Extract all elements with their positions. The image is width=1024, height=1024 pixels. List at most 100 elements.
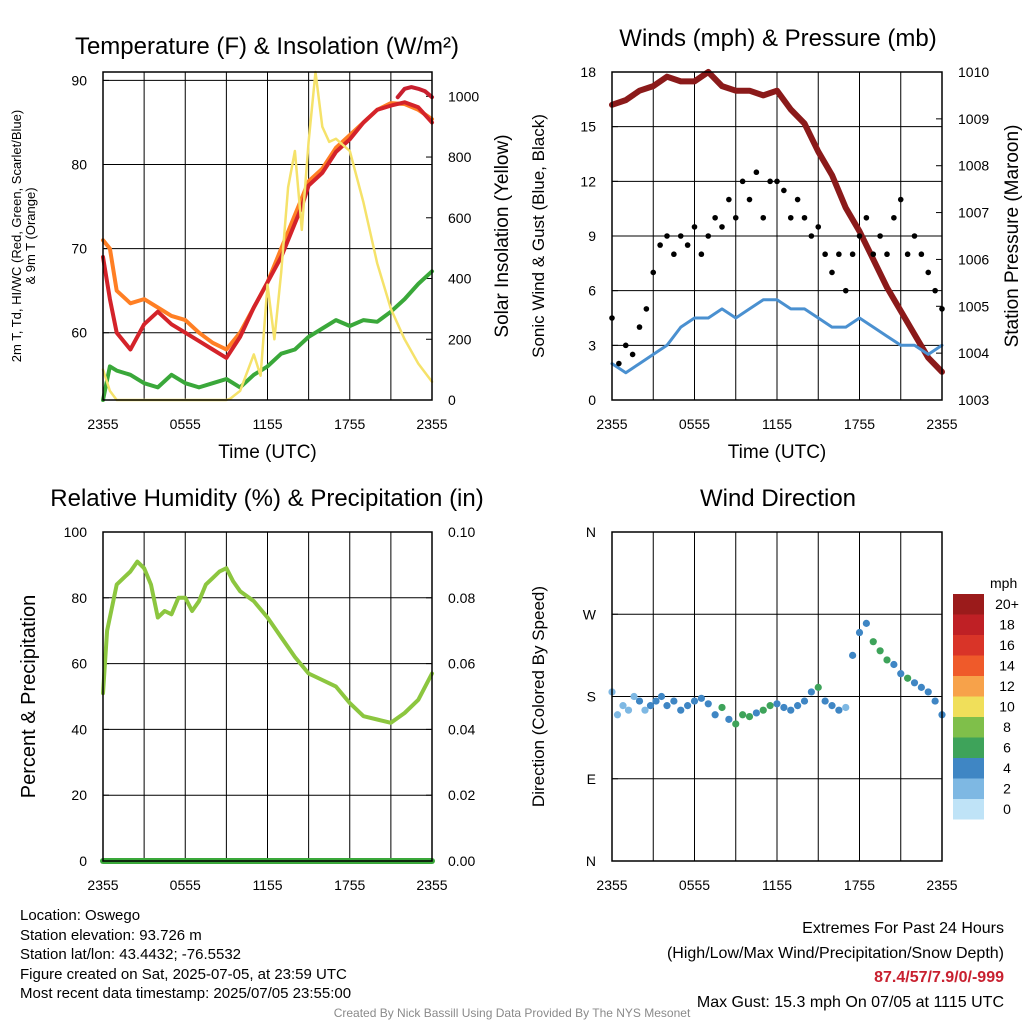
legend-label: 8 <box>1003 719 1011 735</box>
legend-swatch <box>953 594 984 615</box>
direction-point <box>917 683 925 691</box>
y-tick-label-right: 1010 <box>958 64 989 80</box>
y-tick-label-right: 0.04 <box>448 721 475 737</box>
direction-point <box>828 702 836 710</box>
x-tick-label: 1155 <box>252 877 282 893</box>
y-axis-label-right: Station Pressure (Maroon) <box>1002 125 1023 348</box>
y-axis-label-left: Percent & Precipitation <box>18 595 40 798</box>
plot-frame <box>611 531 943 862</box>
elevation-text: Station elevation: 93.726 m <box>20 926 202 944</box>
gust-point <box>677 233 684 239</box>
y-tick-label-left: 9 <box>588 228 596 244</box>
x-tick-label: 1755 <box>334 877 365 893</box>
direction-point <box>630 692 638 701</box>
x-tick-label: 2355 <box>87 877 118 893</box>
y-tick-label-left: 100 <box>64 524 88 540</box>
direction-point <box>641 706 649 714</box>
direction-point <box>718 703 726 712</box>
plot-frame <box>102 531 433 862</box>
x-axis-label: Time (UTC) <box>728 442 827 463</box>
plot-frame <box>102 71 433 401</box>
direction-point <box>855 628 864 637</box>
direction-point <box>677 706 685 714</box>
location-text: Location: Oswego <box>20 907 141 924</box>
gust-point <box>629 351 636 358</box>
legend-label: 4 <box>1003 760 1011 776</box>
x-tick-label: 0555 <box>170 877 201 893</box>
chart-title: Wind Direction <box>700 485 856 512</box>
legend-swatch <box>953 799 984 820</box>
direction-point <box>725 715 733 723</box>
y-tick-label-right: 800 <box>448 149 472 165</box>
y-tick-label-right: 1009 <box>958 111 989 127</box>
legend-title: mph <box>990 575 1017 591</box>
gust-point <box>870 251 877 258</box>
y-tick-label-right: 600 <box>448 210 472 226</box>
y-tick-label-left: 80 <box>71 157 87 173</box>
y-tick-label-left: 18 <box>580 64 596 80</box>
gust-point <box>650 269 657 276</box>
gust-point <box>705 233 712 239</box>
direction-point <box>663 702 671 710</box>
direction-point <box>697 694 705 702</box>
x-tick-label: 1755 <box>844 416 875 432</box>
legend-swatch <box>953 614 984 635</box>
x-tick-label: 2355 <box>926 416 957 432</box>
series-line <box>610 298 944 375</box>
series-line <box>609 69 945 375</box>
x-tick-label: 1155 <box>252 416 282 432</box>
x-tick-label: 2355 <box>596 877 627 893</box>
direction-point <box>897 670 905 678</box>
direction-point <box>684 702 692 710</box>
gust-point <box>897 196 904 203</box>
gust-point <box>664 233 670 239</box>
legend-label: 0 <box>1003 801 1011 817</box>
x-tick-label: 0555 <box>679 416 710 432</box>
y-tick-label-left: 60 <box>71 325 87 341</box>
legend-swatch <box>953 737 984 758</box>
x-tick-label: 1155 <box>762 416 792 432</box>
direction-point <box>619 702 627 710</box>
legend-label: 6 <box>1003 740 1011 756</box>
gust-point <box>884 251 890 258</box>
direction-point <box>869 638 877 646</box>
y-tick-label-right: 1008 <box>958 158 989 174</box>
gust-point <box>863 214 870 221</box>
y-axis-label-left: 2m T, Td, HI/WC (Red, Green, Scarlet/Blu… <box>9 110 24 362</box>
legend-swatch <box>953 758 984 779</box>
y-tick-label-right: 0.06 <box>448 656 475 672</box>
direction-point <box>613 711 622 719</box>
y-tick-label-right: 0 <box>448 392 456 408</box>
gust-point <box>739 178 746 185</box>
gust-point <box>829 269 835 276</box>
gust-point <box>849 251 856 258</box>
gust-point <box>636 324 643 330</box>
gust-point <box>925 269 932 276</box>
chart-title: Winds (mph) & Pressure (mb) <box>619 25 936 52</box>
y-tick-label-left: 15 <box>580 119 596 135</box>
direction-point <box>711 711 719 719</box>
plot-frame <box>611 71 943 401</box>
gust-point <box>726 196 732 203</box>
y-tick-label-left: 20 <box>71 787 87 803</box>
gust-point <box>815 224 822 230</box>
gust-point <box>891 214 897 221</box>
x-tick-label: 2355 <box>87 416 118 432</box>
y-tick-label-left: W <box>583 606 597 622</box>
x-tick-label: 1155 <box>762 877 792 893</box>
direction-point <box>910 679 919 687</box>
y-tick-label-left: E <box>587 771 596 787</box>
gust-point <box>684 242 691 248</box>
legend-swatch <box>953 655 984 676</box>
y-axis-label-left: Direction (Colored By Speed) <box>529 586 548 807</box>
y-axis-label-left: & 9m T (Orange) <box>23 187 38 284</box>
gust-point <box>732 214 739 221</box>
direction-point <box>670 697 678 705</box>
series-line <box>101 100 434 360</box>
y-axis-label-left: Sonic Wind & Gust (Blue, Black) <box>529 114 548 358</box>
gust-point <box>746 196 753 203</box>
y-tick-label-left: 80 <box>71 590 87 606</box>
gust-point <box>781 187 787 194</box>
station-info: Location: Oswego Station elevation: 93.7… <box>20 906 351 1004</box>
legend-swatch <box>953 696 984 717</box>
